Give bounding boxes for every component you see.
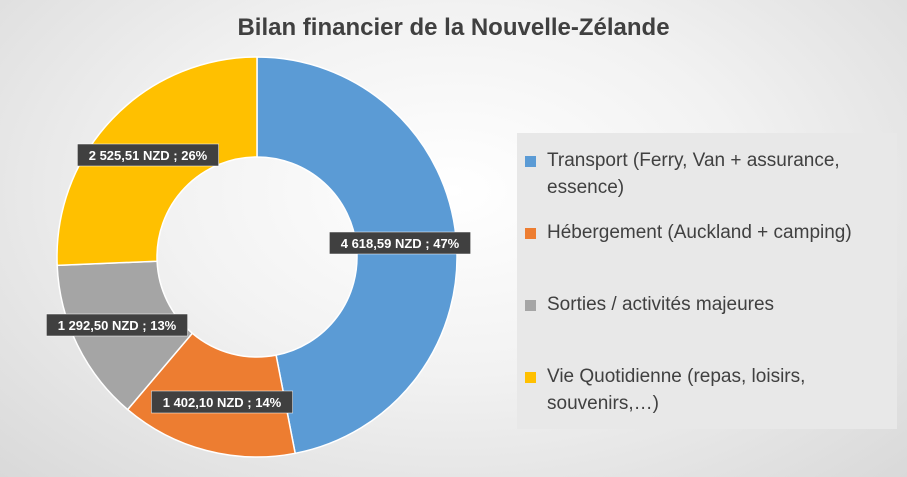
legend-swatch [525, 300, 536, 311]
data-label: 1 292,50 NZD ; 13% [46, 313, 188, 337]
data-label: 2 525,51 NZD ; 26% [77, 143, 219, 167]
legend-item: Hébergement (Auckland + camping) [525, 219, 890, 246]
data-label: 1 402,10 NZD ; 14% [151, 390, 293, 414]
legend-swatch [525, 372, 536, 383]
data-label-box [46, 313, 188, 337]
data-label-box [77, 143, 219, 167]
legend-item: Sorties / activités majeures [525, 291, 890, 318]
chart-legend: Transport (Ferry, Van + assurance, essen… [517, 133, 897, 429]
legend-label: Transport (Ferry, Van + assurance, essen… [547, 150, 840, 198]
chart-title: Bilan financier de la Nouvelle-Zélande [237, 14, 670, 41]
legend-item: Vie Quotidienne (repas, loisirs, souveni… [525, 363, 890, 417]
data-label-box [151, 390, 293, 414]
data-label-box [329, 231, 471, 255]
legend-label: Sorties / activités majeures [547, 294, 775, 315]
donut-slice [256, 56, 458, 455]
legend-item: Transport (Ferry, Van + assurance, essen… [525, 147, 890, 201]
data-label-text: 2 525,51 NZD ; 26% [89, 148, 208, 163]
legend-label: Vie Quotidienne (repas, loisirs, souveni… [547, 366, 806, 414]
legend-label: Hébergement (Auckland + camping) [547, 222, 852, 243]
legend-swatch [525, 156, 536, 167]
data-label: 4 618,59 NZD ; 47% [329, 231, 471, 255]
legend-swatch [525, 228, 536, 239]
data-label-text: 4 618,59 NZD ; 47% [341, 236, 460, 251]
data-label-text: 1 292,50 NZD ; 13% [58, 318, 177, 333]
data-label-text: 1 402,10 NZD ; 14% [163, 395, 282, 410]
